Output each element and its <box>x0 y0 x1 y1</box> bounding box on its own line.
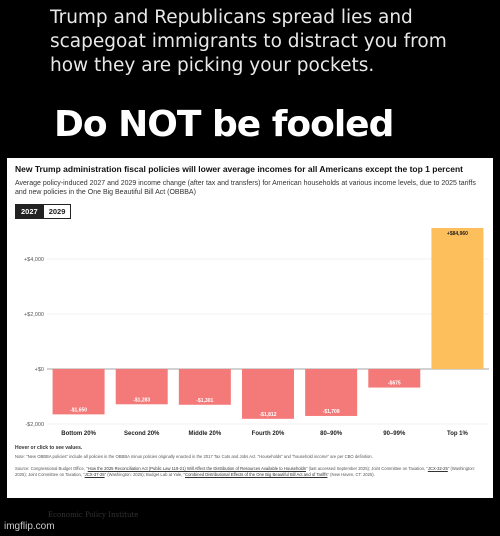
x-category-label: Fourth 20% <box>252 431 285 437</box>
post-tagline: Do NOT be fooled <box>54 104 394 145</box>
epi-logo: Economic Policy Institute <box>48 511 139 519</box>
source-link-jcx37[interactable]: JCX-37-25 <box>84 472 105 477</box>
bar-value-label: -$1,301 <box>196 398 213 404</box>
year-tabs: 2027 2029 <box>15 204 72 219</box>
y-tick-label: +$0 <box>35 367 44 373</box>
source-link-cbo[interactable]: How the 2025 Reconciliation Act (Public … <box>87 466 306 471</box>
x-category-label: Second 20% <box>124 431 160 437</box>
x-category-label: Middle 20% <box>189 431 222 437</box>
bar-value-label: -$1,650 <box>70 407 87 413</box>
x-category-label: 90–99% <box>383 431 406 437</box>
chart-card: New Trump administration fiscal policies… <box>7 158 493 498</box>
chart-source: Source: Congressional Budget Office, "Ho… <box>15 466 476 477</box>
bar <box>242 369 294 419</box>
bar-value-label: -$1,283 <box>133 397 150 403</box>
bar-value-label: +$84,960 <box>447 231 468 237</box>
y-tick-label: +$2,000 <box>24 312 44 318</box>
y-tick-label: -$2,000 <box>25 422 44 428</box>
bar-value-label: -$1,812 <box>260 412 277 418</box>
post-headline: Trump and Republicans spread lies and sc… <box>50 7 447 76</box>
x-category-label: Bottom 20% <box>61 431 96 437</box>
imgflip-watermark: imgflip.com <box>4 521 55 532</box>
bar <box>52 369 105 415</box>
bar <box>368 369 421 388</box>
bar <box>178 369 231 405</box>
bar-chart[interactable]: +$4,000 +$2,000 +$0 -$2,000 -$1,650 Bottom 20… <box>7 218 493 444</box>
chart-subtitle: Average policy-induced 2027 and 2029 inc… <box>15 180 476 196</box>
y-tick-label: +$4,000 <box>24 257 44 263</box>
bar <box>305 369 358 416</box>
bar <box>115 369 168 405</box>
bar-value-label: -$1,708 <box>323 409 340 415</box>
chart-title: New Trump administration fiscal policies… <box>15 164 463 174</box>
tab-2029[interactable]: 2029 <box>43 204 72 219</box>
source-link-jcx32[interactable]: JCX-32-25 <box>427 466 448 471</box>
source-link-yale[interactable]: Combined Distributional Effects of the O… <box>185 472 328 477</box>
tab-2027[interactable]: 2027 <box>15 204 44 219</box>
chart-note: Note: "New OBBBA policies" include all p… <box>15 454 373 459</box>
x-category-label: 80–90% <box>320 431 343 437</box>
x-category-label: Top 1% <box>447 431 469 437</box>
bar <box>431 228 484 369</box>
hover-hint: Hover or click to see values. <box>15 445 83 451</box>
bar-value-label: -$675 <box>388 381 401 387</box>
